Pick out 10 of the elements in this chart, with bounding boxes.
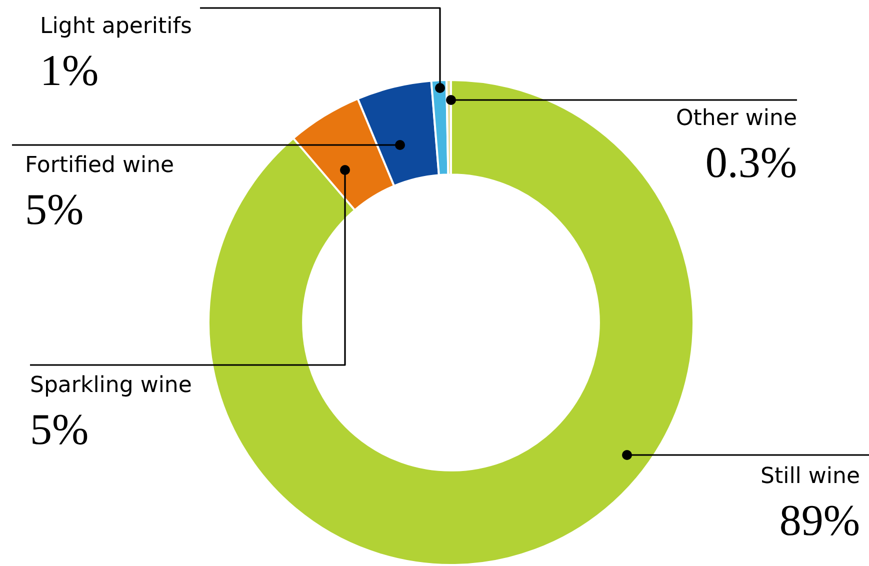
data-label: 5% bbox=[25, 185, 84, 234]
data-label: 89% bbox=[779, 496, 860, 545]
slice-label: Still wine bbox=[760, 464, 860, 489]
data-label: 0.3% bbox=[705, 138, 797, 187]
slice-label: Fortified wine bbox=[25, 153, 174, 178]
slice-label: Light aperitifs bbox=[40, 14, 192, 39]
data-label: 5% bbox=[30, 405, 89, 454]
slice-label: Sparkling wine bbox=[30, 373, 192, 398]
data-label: 1% bbox=[40, 46, 99, 95]
slice-label: Other wine bbox=[676, 106, 797, 131]
